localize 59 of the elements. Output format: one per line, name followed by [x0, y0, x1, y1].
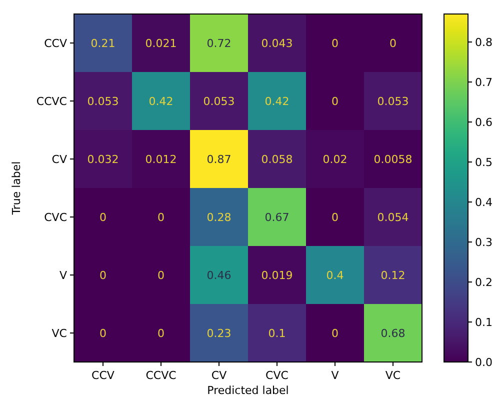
data-label: 0	[100, 326, 106, 340]
x-tick-label: CV	[211, 369, 228, 382]
color-bar-label: 0.7	[475, 76, 492, 89]
data-label: 0	[158, 268, 164, 282]
data-label: 0	[158, 210, 164, 224]
data-label: 0.021	[145, 36, 177, 50]
data-label: 0.054	[377, 210, 409, 224]
x-tick-label: CVC	[266, 369, 289, 382]
y-tick-label: CCVC	[36, 94, 68, 108]
data-label: 0	[100, 210, 106, 224]
color-bar-label: 0.3	[475, 236, 492, 249]
data-label: 0.72	[206, 36, 232, 50]
data-label: 0.23	[206, 326, 232, 340]
color-bar-label: 0.1	[475, 316, 492, 329]
data-label: 0.21	[90, 36, 116, 50]
data-label: 0.02	[322, 152, 348, 166]
data-label: 0.043	[261, 36, 293, 50]
x-tick-label: CCV	[92, 369, 115, 382]
color-bar-label: 0.2	[475, 276, 492, 289]
y-axis-title: True label	[10, 161, 23, 216]
data-label: 0.019	[261, 268, 293, 282]
data-label: 0	[390, 36, 396, 50]
color-bar-label: 0.4	[475, 196, 492, 209]
data-label: 0.42	[264, 94, 290, 108]
data-label: 0.053	[203, 94, 235, 108]
color-bar-label: 0.8	[475, 36, 492, 49]
x-tick-label: CCVC	[146, 369, 177, 382]
data-label: 0	[158, 326, 164, 340]
data-label: 0.1	[268, 326, 286, 340]
y-tick-label: CCV	[44, 36, 68, 50]
data-label: 0	[332, 94, 338, 108]
data-label: 0.032	[87, 152, 119, 166]
data-label: 0	[100, 268, 106, 282]
data-label: 0	[332, 210, 338, 224]
y-tick-label: VC	[52, 326, 68, 340]
data-label: 0.053	[377, 94, 409, 108]
y-tick-label: CVC	[44, 210, 68, 224]
data-label: 0.67	[264, 210, 290, 224]
data-label: 0.053	[87, 94, 119, 108]
x-axis-title: Predicted label	[207, 384, 289, 397]
data-label: 0	[332, 36, 338, 50]
color-bar-label: 0.0	[475, 356, 492, 369]
data-label: 0.46	[206, 268, 232, 282]
y-tick-label: CV	[52, 152, 68, 166]
data-label: 0.058	[261, 152, 293, 166]
color-bar-label: 0.5	[475, 156, 492, 169]
data-label: 0.12	[380, 268, 406, 282]
y-tick-label: V	[59, 268, 68, 282]
data-label: 0.68	[380, 326, 406, 340]
data-label: 0.28	[206, 210, 232, 224]
x-tick-label: V	[331, 369, 340, 382]
data-label: 0.42	[148, 94, 174, 108]
data-label: 0.0058	[374, 152, 412, 166]
x-tick-label: VC	[385, 369, 401, 382]
data-label: 0.4	[326, 268, 344, 282]
data-label: 0	[332, 326, 338, 340]
data-label: 0.012	[145, 152, 177, 166]
data-label: 0.87	[206, 152, 232, 166]
color-bar-label: 0.6	[475, 116, 492, 129]
